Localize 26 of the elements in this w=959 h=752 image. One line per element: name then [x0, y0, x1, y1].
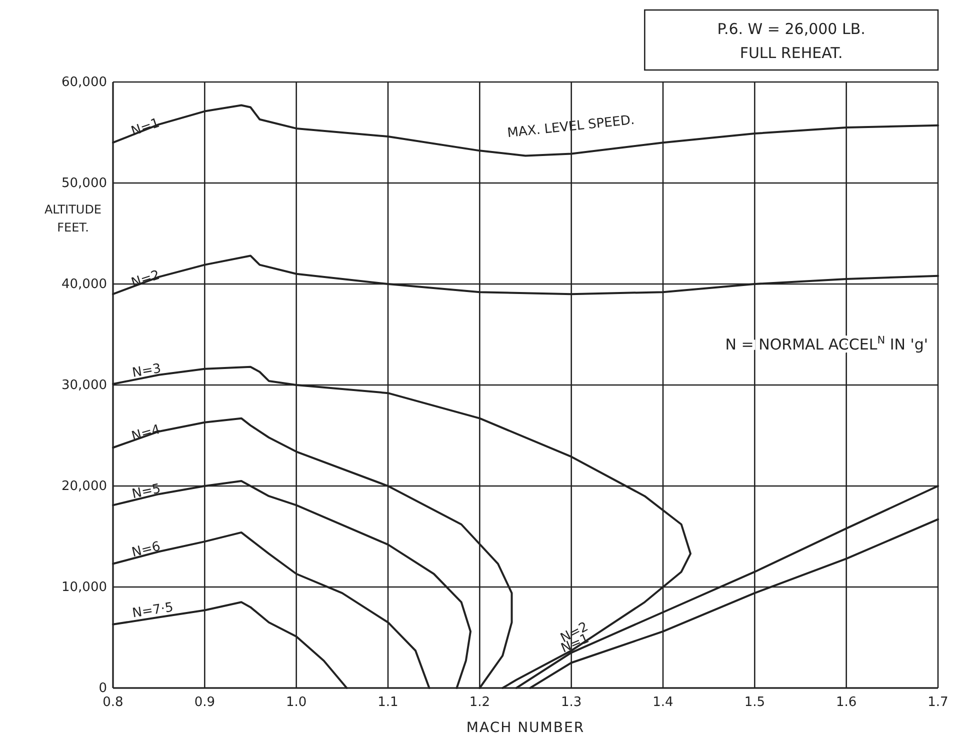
- text: N=5: [130, 482, 162, 502]
- annotation: MAX. LEVEL SPEED.: [506, 112, 636, 142]
- x-tick-label: 1.5: [744, 695, 766, 710]
- text: N=3: [131, 361, 162, 381]
- text: N=7·5: [131, 600, 174, 622]
- y-tick-label: 40,000: [62, 277, 107, 292]
- text: N=6: [130, 539, 162, 561]
- y-tick-label: 50,000: [62, 176, 107, 191]
- x-tick-label: 1.3: [560, 695, 582, 710]
- y-tick-label: 10,000: [62, 580, 107, 595]
- x-tick-label: 1.0: [286, 695, 307, 710]
- x-tick-label: 1.7: [928, 695, 948, 710]
- chart-title: P.6. W = 26,000 LB.: [717, 20, 866, 38]
- y-axis-title: ALTITUDE FEET.: [44, 202, 102, 234]
- y-tick-label: 30,000: [62, 378, 107, 393]
- chart-subtitle: FULL REHEAT.: [740, 44, 843, 62]
- x-tick-label: 1.2: [469, 695, 490, 710]
- x-tick-label: 1.6: [836, 695, 857, 710]
- x-axis-title: MACH NUMBER: [466, 720, 585, 736]
- y-tick-label: 0: [98, 681, 107, 696]
- y-tick-label: 20,000: [62, 479, 107, 494]
- x-tick-label: 0.8: [102, 695, 124, 710]
- x-tick-label: 1.4: [652, 695, 674, 710]
- x-tick-label: 0.9: [194, 695, 216, 710]
- x-tick-label: 1.1: [378, 695, 398, 710]
- y-tick-label: 60,000: [62, 75, 107, 90]
